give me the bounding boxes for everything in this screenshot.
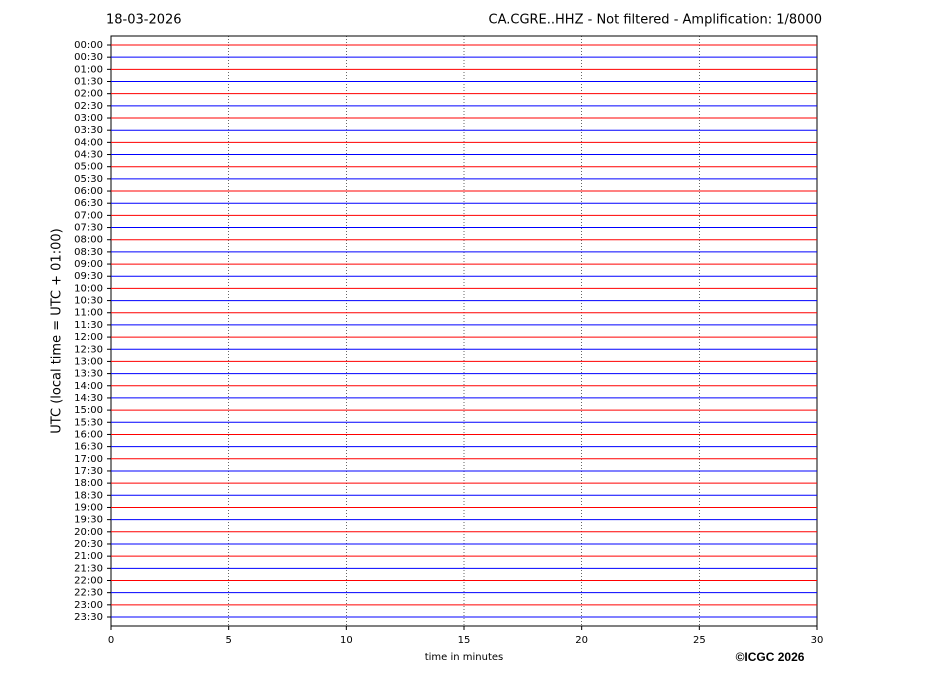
- row-label: 13:30: [74, 369, 103, 380]
- row-label: 22:30: [74, 588, 103, 599]
- row-label: 12:00: [74, 332, 103, 343]
- y-axis-label: UTC (local time = UTC + 01:00): [50, 228, 65, 433]
- row-label: 09:00: [74, 259, 103, 270]
- row-label: 10:30: [74, 296, 103, 307]
- row-label: 18:00: [74, 478, 103, 489]
- row-label: 16:30: [74, 442, 103, 453]
- row-label: 03:30: [74, 125, 103, 136]
- x-tick-label: 30: [811, 635, 824, 646]
- row-label: 17:00: [74, 454, 103, 465]
- date-title: 18-03-2026: [106, 13, 182, 28]
- row-label: 08:00: [74, 235, 103, 246]
- row-label: 04:00: [74, 137, 103, 148]
- row-label: 09:30: [74, 271, 103, 282]
- row-label: 02:30: [74, 101, 103, 112]
- row-label: 10:00: [74, 283, 103, 294]
- row-label: 06:30: [74, 198, 103, 209]
- x-tick-label: 20: [575, 635, 588, 646]
- x-tick-label: 15: [458, 635, 471, 646]
- row-label: 13:00: [74, 356, 103, 367]
- x-tick-label: 10: [340, 635, 353, 646]
- x-tick-label: 25: [693, 635, 706, 646]
- row-label: 15:00: [74, 405, 103, 416]
- row-label: 07:30: [74, 223, 103, 234]
- row-label: 16:00: [74, 429, 103, 440]
- chart-title: CA.CGRE..HHZ - Not filtered - Amplificat…: [489, 13, 823, 28]
- row-label: 05:00: [74, 162, 103, 173]
- row-label: 15:30: [74, 417, 103, 428]
- row-label: 22:00: [74, 575, 103, 586]
- row-label: 00:30: [74, 52, 103, 63]
- row-label: 00:00: [74, 40, 103, 51]
- row-label: 14:00: [74, 381, 103, 392]
- row-label: 12:30: [74, 344, 103, 355]
- row-label: 17:30: [74, 466, 103, 477]
- x-tick-label: 5: [225, 635, 231, 646]
- row-label: 04:30: [74, 150, 103, 161]
- row-label: 18:30: [74, 490, 103, 501]
- row-label: 23:00: [74, 600, 103, 611]
- row-label: 23:30: [74, 612, 103, 623]
- row-label: 01:30: [74, 77, 103, 88]
- row-label: 05:30: [74, 174, 103, 185]
- row-label: 06:00: [74, 186, 103, 197]
- row-label: 14:30: [74, 393, 103, 404]
- x-axis-label: time in minutes: [425, 652, 504, 663]
- row-label: 19:00: [74, 502, 103, 513]
- row-label: 21:00: [74, 551, 103, 562]
- row-label: 20:30: [74, 539, 103, 550]
- row-label: 07:00: [74, 210, 103, 221]
- row-label: 08:30: [74, 247, 103, 258]
- row-label: 11:30: [74, 320, 103, 331]
- row-label: 01:00: [74, 64, 103, 75]
- row-label: 11:00: [74, 308, 103, 319]
- credit: ©ICGC 2026: [736, 650, 805, 664]
- x-tick-label: 0: [108, 635, 114, 646]
- row-label: 02:00: [74, 89, 103, 100]
- row-label: 21:30: [74, 563, 103, 574]
- row-label: 19:30: [74, 515, 103, 526]
- row-label: 20:00: [74, 527, 103, 538]
- row-label: 03:00: [74, 113, 103, 124]
